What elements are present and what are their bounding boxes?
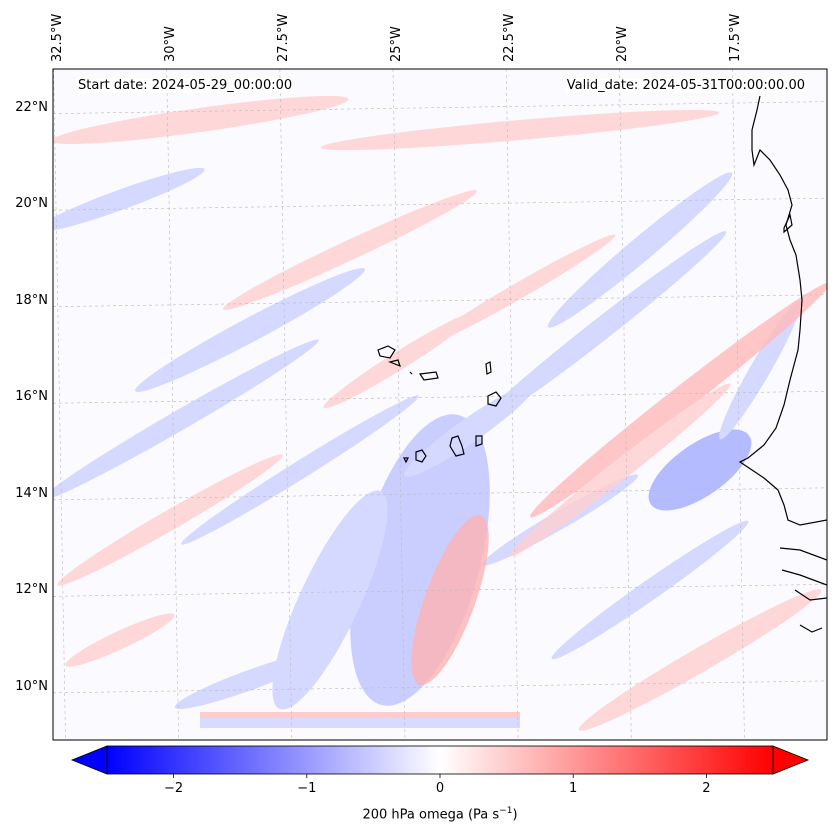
meridian-line	[619, 69, 632, 740]
valid-date-label: Valid_date: 2024-05-31T00:00:00.00	[564, 78, 807, 93]
latitude-label: 16°N	[15, 389, 48, 405]
colorbar-tick-label: 2	[702, 781, 711, 796]
coastline	[377, 95, 827, 633]
colorbar-bar	[106, 745, 774, 775]
start-date-label: Start date: 2024-05-29_00:00:00	[76, 78, 295, 93]
colorbar-label-text: 200 hPa omega (Pa s	[362, 807, 500, 823]
meridian-line	[505, 69, 519, 740]
colorbar-ticks	[173, 774, 707, 778]
latitude-label: 12°N	[15, 582, 48, 598]
colorbar-tick-label: 0	[435, 781, 445, 796]
latitude-label: 10°N	[15, 678, 48, 694]
longitude-label: 32.5°W	[49, 13, 65, 62]
colorbar-extend-high	[772, 745, 810, 775]
longitude-label: 20°W	[615, 26, 631, 62]
latitude-label: 18°N	[15, 292, 48, 308]
longitude-label: 22.5°W	[502, 13, 518, 62]
omega-field	[53, 95, 827, 731]
meridian-line	[279, 69, 293, 740]
colorbar-tick-label: −1	[297, 781, 317, 796]
colorbar-tick-label: −2	[164, 781, 184, 796]
colorbar-label: 200 hPa omega (Pa s−1)	[0, 806, 837, 822]
meridian-line	[53, 69, 66, 740]
colorbar	[70, 745, 810, 778]
longitude-label: 17.5°W	[728, 13, 744, 62]
colorbar-label-tail: )	[512, 807, 518, 823]
colorbar-label-sup: −1	[499, 806, 513, 816]
longitude-label: 30°W	[162, 26, 178, 62]
meridian-line	[392, 69, 406, 740]
graticule	[53, 69, 827, 740]
meridian-line	[166, 69, 179, 740]
latitude-label: 22°N	[15, 99, 48, 115]
meridian-line	[732, 69, 745, 740]
colorbar-tick-label: 1	[569, 781, 578, 796]
colorbar-extend-low	[70, 745, 108, 775]
longitude-label: 25°W	[389, 26, 404, 62]
map-border	[52, 68, 828, 741]
latitude-label: 20°N	[15, 196, 48, 212]
longitude-label: 27.5°W	[275, 13, 291, 62]
latitude-label: 14°N	[15, 485, 48, 501]
